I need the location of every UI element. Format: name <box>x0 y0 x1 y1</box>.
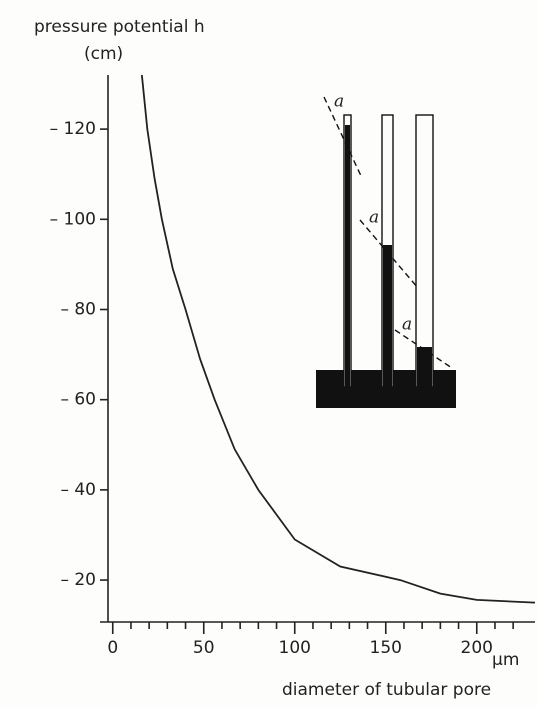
y-tick-label: – 120 <box>50 119 96 139</box>
y-axis-label: pressure potential h <box>34 17 205 37</box>
curve <box>142 75 535 603</box>
y-tick-label: – 60 <box>60 390 96 410</box>
y-tick-label: – 40 <box>60 480 96 500</box>
y-tick-label: – 20 <box>60 570 96 590</box>
inset-label: a <box>402 315 412 335</box>
tube <box>416 115 433 387</box>
inset-diagram: a a a <box>316 92 456 409</box>
x-tick-label: 200 <box>461 638 493 658</box>
x-tick-label: 0 <box>107 638 118 658</box>
y-tick-label: – 100 <box>50 209 96 229</box>
tube-water <box>345 125 350 387</box>
y-tick-label: – 80 <box>60 299 96 319</box>
inset-label: a <box>334 92 344 112</box>
y-axis-unit: (cm) <box>84 44 123 64</box>
x-axis-label: diameter of tubular pore <box>282 680 491 700</box>
x-tick-label: 100 <box>279 638 311 658</box>
x-tick-label: 150 <box>370 638 402 658</box>
chart: pressure potential h (cm) diameter of tu… <box>0 0 537 703</box>
x-axis-unit: µm <box>492 650 519 670</box>
tube-water <box>383 245 392 387</box>
x-tick-label: 50 <box>193 638 215 658</box>
inset-label: a <box>369 208 379 228</box>
